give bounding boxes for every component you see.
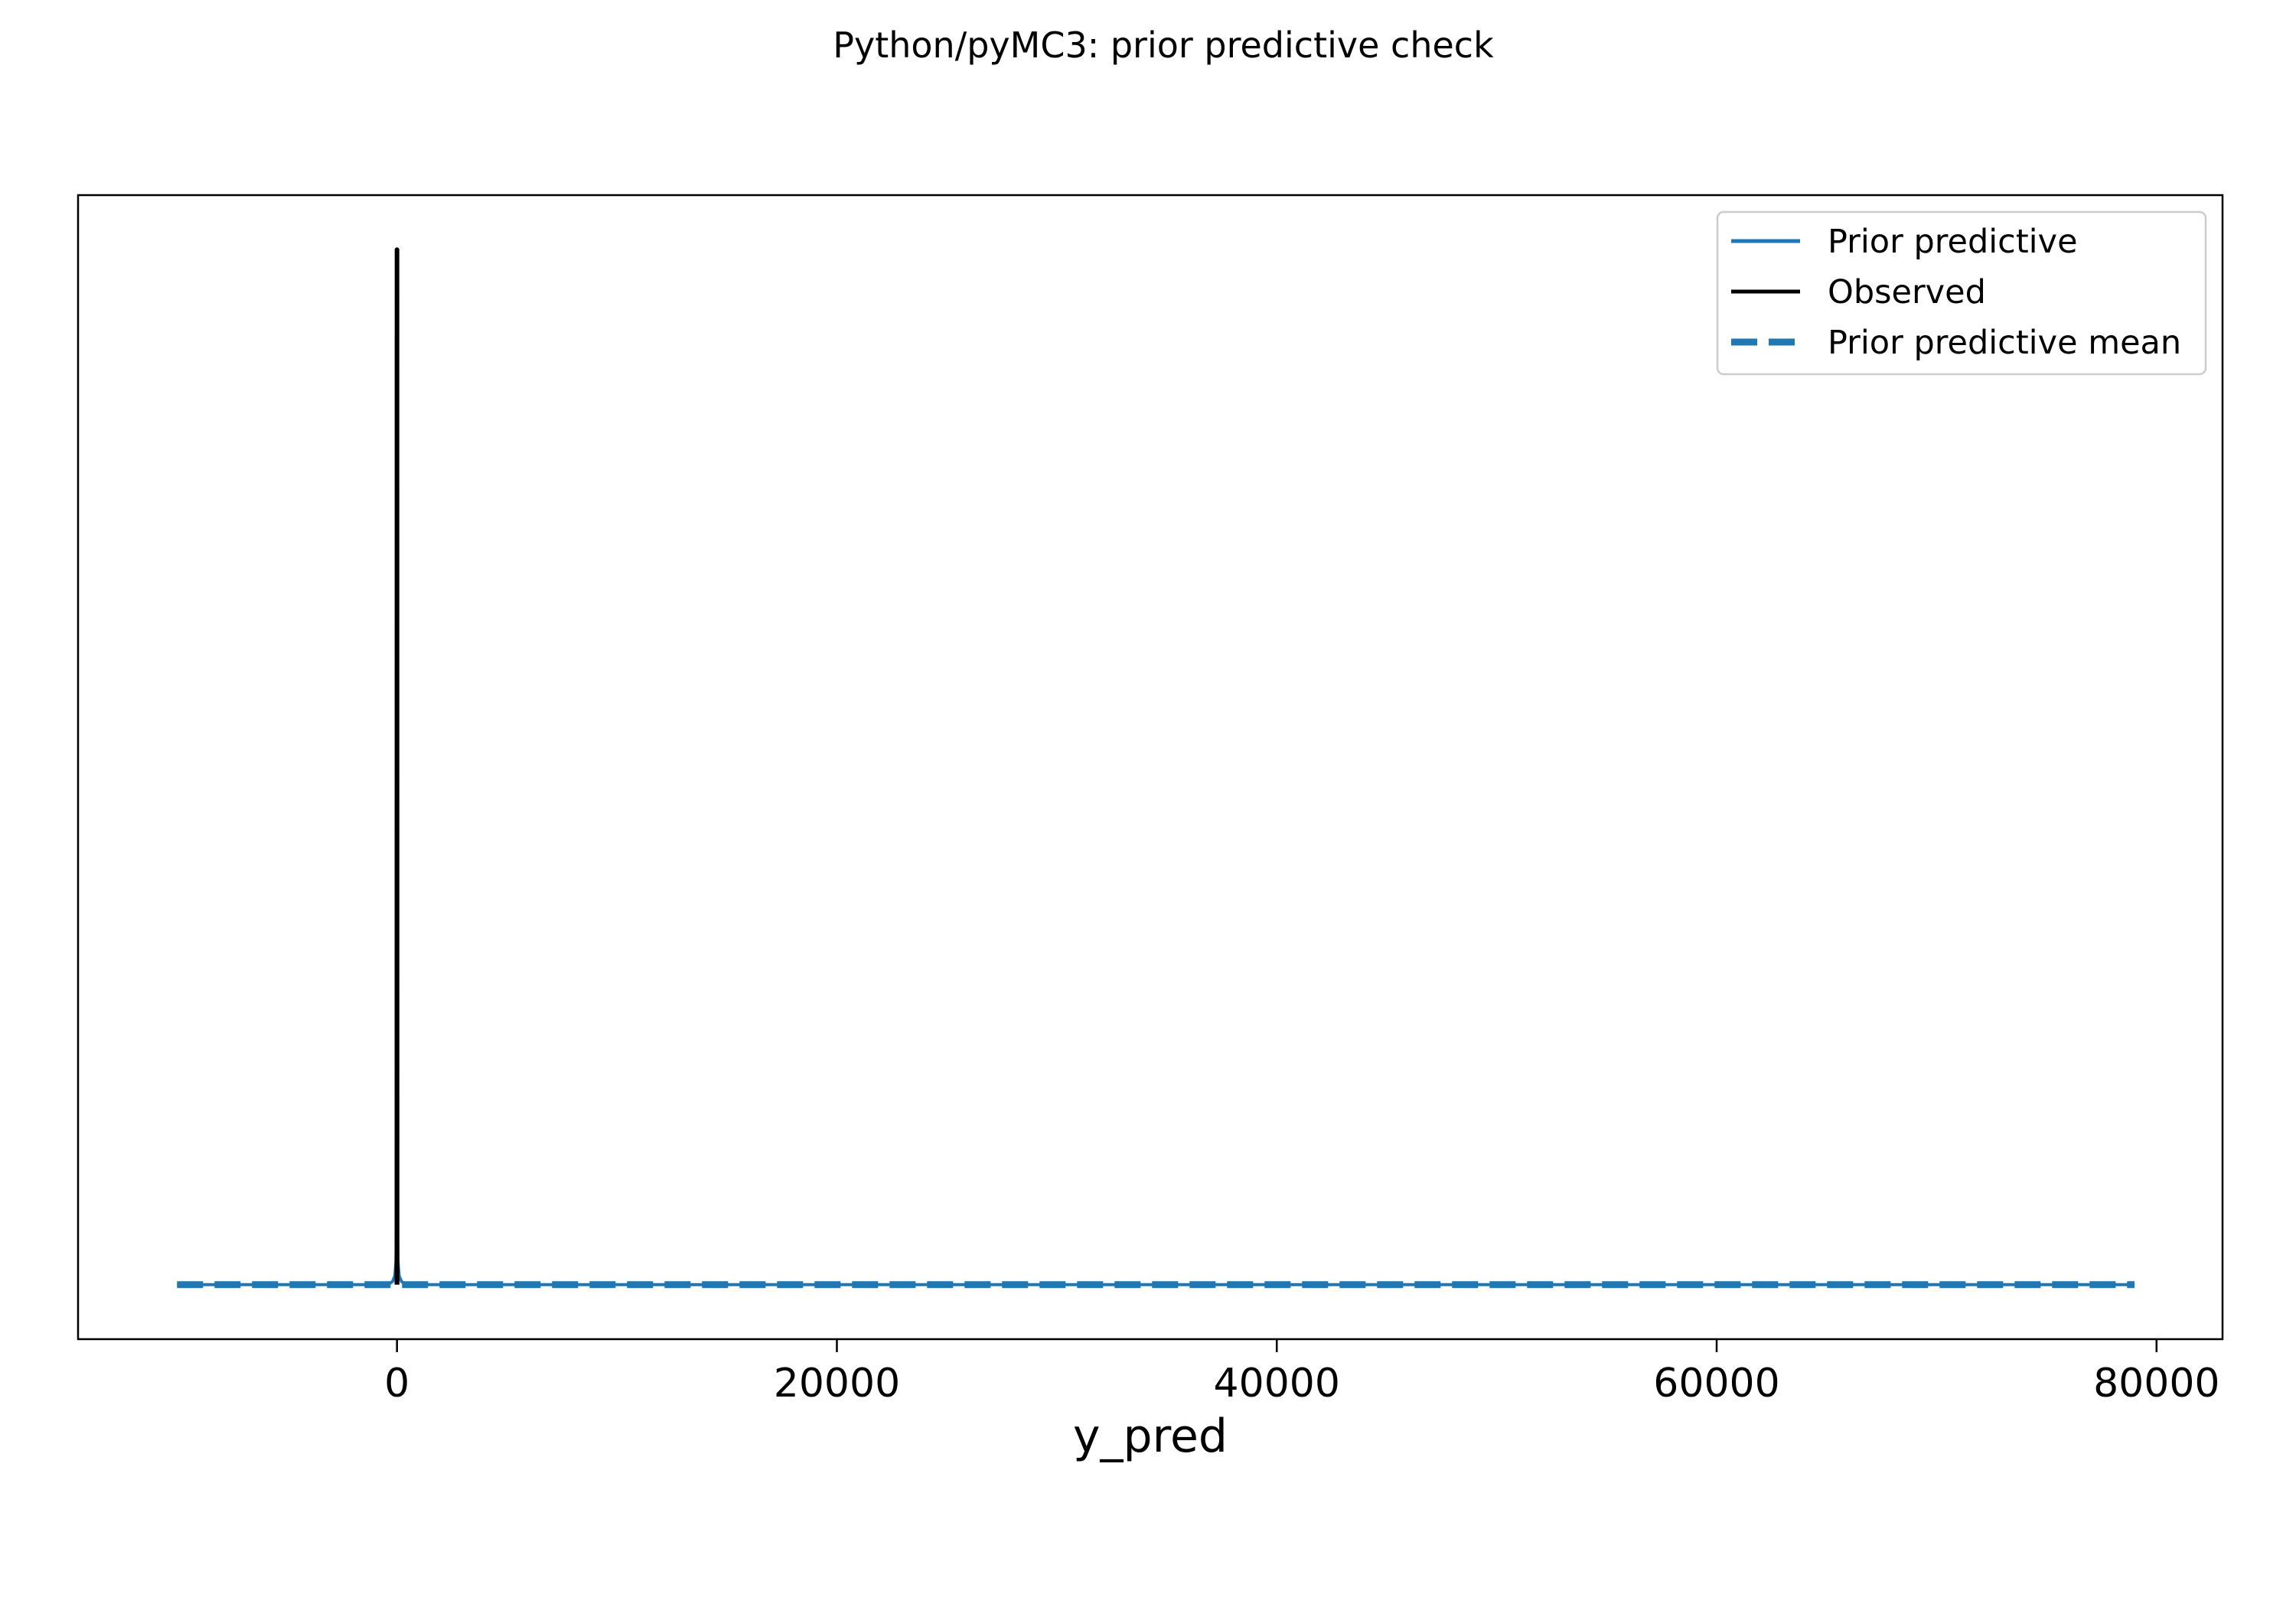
x-axis: 0 20000 40000 60000 80000 y_pred [384,1339,2219,1463]
x-tick-label: 40000 [1214,1361,1340,1407]
x-tick-label: 80000 [2093,1361,2219,1407]
x-tick-label: 0 [384,1361,409,1407]
legend-box [1716,210,2207,376]
plot-area [77,194,2224,1341]
axes-background [78,195,2223,1339]
x-axis-label: y_pred [1073,1410,1228,1463]
legend-items: Prior predictive Observed Prior predictive… [1731,223,2181,362]
legend-label-prior-predictive: Prior predictive [1828,223,2078,261]
x-tick-label: 20000 [774,1361,900,1407]
legend[interactable]: Prior predictive Observed Prior predictive… [1716,210,2207,376]
series-layer [177,247,2135,1289]
x-ticks: 0 20000 40000 60000 80000 [384,1339,2219,1407]
legend-label-observed: Observed [1828,273,1986,311]
x-tick-label: 60000 [1653,1361,1779,1407]
legend-label-prior-predictive-mean: Prior predictive mean [1828,324,2181,362]
axes-frame [77,194,2224,1341]
chart-title: Python/pyMC3: prior predictive check [833,24,1494,66]
